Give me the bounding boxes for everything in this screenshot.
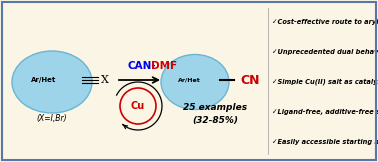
- Text: ✓Unprecedented dual behaviour of CAN: ✓Unprecedented dual behaviour of CAN: [272, 49, 378, 55]
- Text: ✓Easily accessible starting materials: ✓Easily accessible starting materials: [272, 139, 378, 145]
- Text: CN: CN: [240, 74, 260, 87]
- Text: DMF: DMF: [151, 61, 177, 71]
- Text: ✓Ligand-free, additive-free synthesis: ✓Ligand-free, additive-free synthesis: [272, 109, 378, 115]
- Text: ✓Simple Cu(II) salt as catalyst: ✓Simple Cu(II) salt as catalyst: [272, 79, 378, 85]
- Ellipse shape: [12, 51, 92, 113]
- Text: Ar/Het: Ar/Het: [31, 77, 57, 83]
- Text: Ar/Het: Ar/Het: [178, 77, 200, 82]
- Text: CAN-: CAN-: [127, 61, 156, 71]
- Text: X: X: [101, 75, 109, 85]
- Text: ✓Cost-effective route to aryl nitriles: ✓Cost-effective route to aryl nitriles: [272, 19, 378, 25]
- Text: Cu: Cu: [131, 101, 145, 111]
- Text: (32-85%): (32-85%): [192, 116, 238, 125]
- Text: (X=I,Br): (X=I,Br): [37, 114, 67, 122]
- Ellipse shape: [161, 54, 229, 110]
- Circle shape: [120, 88, 156, 124]
- Text: 25 examples: 25 examples: [183, 104, 247, 112]
